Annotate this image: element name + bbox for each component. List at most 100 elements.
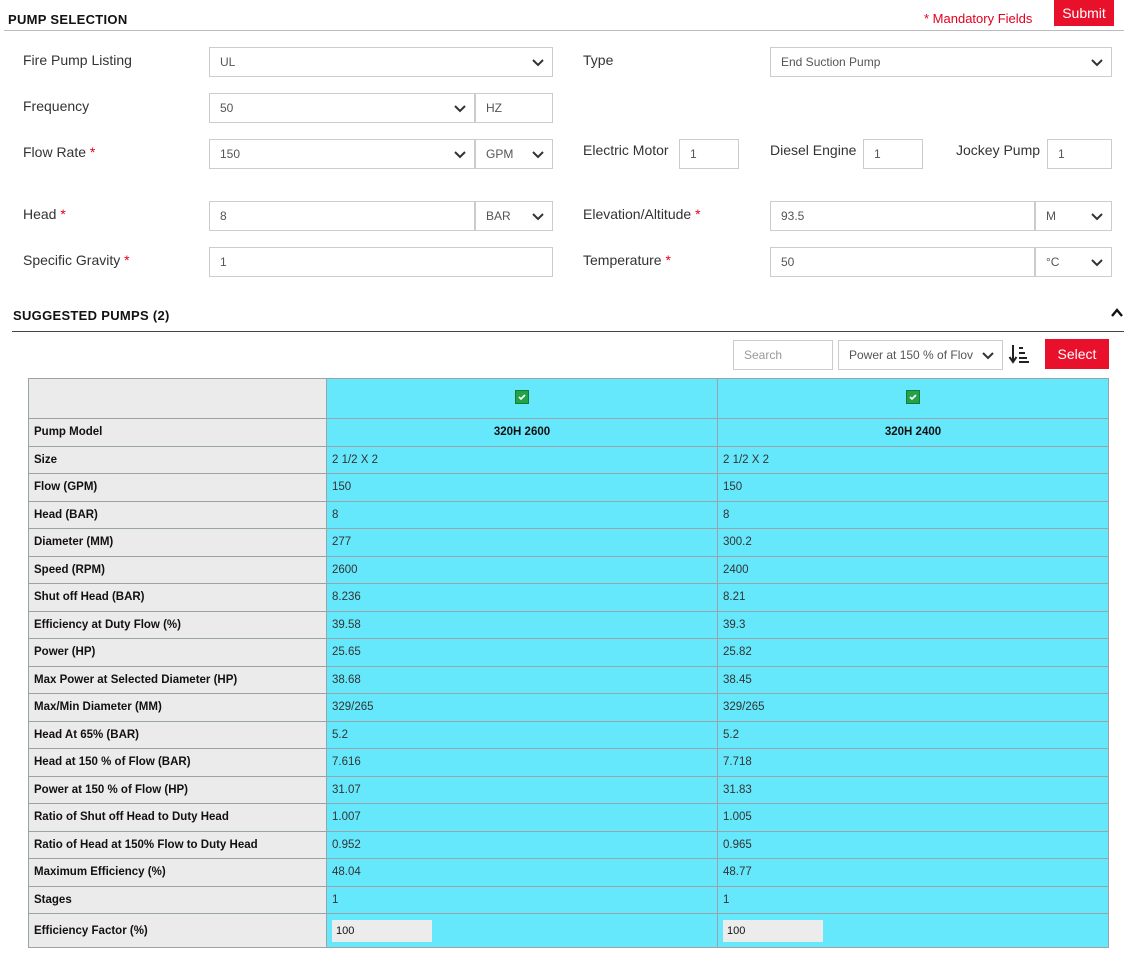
elevation-input[interactable]: 93.5	[770, 201, 1035, 231]
pump-1-value-cell: 1	[326, 885, 718, 914]
fire-pump-listing-select[interactable]: UL	[209, 47, 553, 77]
head-input[interactable]: 8	[209, 201, 475, 231]
pump-2-value-cell: 2 1/2 X 2	[717, 445, 1109, 474]
search-input[interactable]: Search	[733, 340, 833, 370]
chevron-down-icon	[532, 210, 544, 222]
row-label: Maximum Efficiency (%)	[28, 858, 327, 887]
submit-button[interactable]: Submit	[1054, 0, 1114, 26]
header-divider	[4, 30, 1124, 31]
table-row: Ratio of Shut off Head to Duty Head 1.007…	[28, 803, 1109, 832]
pump-2-value-cell: 320H 2400	[717, 418, 1109, 447]
frequency-unit-value: HZ	[486, 101, 502, 115]
jockey-pump-input[interactable]: 1	[1047, 139, 1112, 169]
elevation-unit-select[interactable]: M	[1035, 201, 1112, 231]
diesel-engine-input[interactable]: 1	[863, 139, 923, 169]
temperature-unit-select[interactable]: °C	[1035, 247, 1112, 277]
pump-2-value-cell: 38.45	[717, 665, 1109, 694]
row-label: Head at 150 % of Flow (BAR)	[28, 748, 327, 777]
sort-order-icon[interactable]	[1008, 343, 1030, 365]
table-row: Max/Min Diameter (MM) 329/265 329/265	[28, 693, 1109, 722]
table-row: Maximum Efficiency (%) 48.04 48.77	[28, 858, 1109, 887]
chevron-down-icon	[454, 148, 466, 160]
elevation-label-text: Elevation/Altitude	[583, 206, 692, 222]
pump-2-value-cell: 0.965	[717, 830, 1109, 859]
chevron-down-icon	[982, 349, 994, 361]
required-mark: *	[89, 144, 96, 160]
select-button[interactable]: Select	[1045, 339, 1109, 369]
required-mark: *	[695, 206, 701, 222]
pump-1-checkbox[interactable]	[515, 390, 529, 404]
pump-1-value-cell: 8.236	[326, 583, 718, 612]
head-value: 8	[220, 209, 227, 223]
temperature-label-text: Temperature	[583, 252, 662, 268]
pump-2-value-cell: 39.3	[717, 610, 1109, 639]
sort-value: Power at 150 % of Flov	[849, 348, 974, 362]
specific-gravity-label-text: Specific Gravity	[23, 252, 121, 268]
pump-1-value-cell: 329/265	[326, 693, 718, 722]
temperature-value: 50	[781, 255, 795, 269]
pump-comparison-table: Pump Model 320H 2600 320H 2400 Size 2 1/2 X …	[28, 378, 1109, 948]
sort-select[interactable]: Power at 150 % of Flov	[838, 340, 1003, 370]
diesel-engine-label: Diesel Engine	[770, 142, 857, 158]
head-label: Head *	[23, 206, 66, 222]
pump-2-value-cell: 5.2	[717, 720, 1109, 749]
pump-1-value-cell: 320H 2600	[326, 418, 718, 447]
pump-2-value-cell: 48.77	[717, 858, 1109, 887]
table-row: Stages 1 1	[28, 885, 1109, 914]
jockey-pump-value: 1	[1058, 147, 1065, 161]
frequency-select[interactable]: 50	[209, 93, 475, 123]
table-row: Power at 150 % of Flow (HP) 31.07 31.83	[28, 775, 1109, 804]
table-row: Ratio of Head at 150% Flow to Duty Head 0…	[28, 830, 1109, 859]
efficiency-factor-input[interactable]: 100	[723, 919, 823, 942]
chevron-down-icon	[1091, 210, 1103, 222]
pump-1-value-cell: 38.68	[326, 665, 718, 694]
pump-2-checkbox[interactable]	[906, 390, 920, 404]
pump-2-value-cell: 7.718	[717, 748, 1109, 777]
row-label: Stages	[28, 885, 327, 914]
pump-1-value-cell: 31.07	[326, 775, 718, 804]
elevation-label: Elevation/Altitude *	[583, 206, 701, 222]
chevron-down-icon	[1091, 256, 1103, 268]
pump-1-value-cell: 25.65	[326, 638, 718, 667]
row-label: Ratio of Shut off Head to Duty Head	[28, 803, 327, 832]
pump-2-value-cell: 25.82	[717, 638, 1109, 667]
pump-2-value-cell: 150	[717, 473, 1109, 502]
pump-2-value-cell: 2400	[717, 555, 1109, 584]
pump-1-value-cell: 150	[326, 473, 718, 502]
row-label: Efficiency Factor (%)	[28, 913, 327, 948]
row-label: Power (HP)	[28, 638, 327, 667]
pump-1-value-cell: 2600	[326, 555, 718, 584]
pump-1-value-cell: 2 1/2 X 2	[326, 445, 718, 474]
electric-motor-value: 1	[690, 147, 697, 161]
row-label: Head At 65% (BAR)	[28, 720, 327, 749]
specific-gravity-input[interactable]: 1	[209, 247, 553, 277]
temperature-input[interactable]: 50	[770, 247, 1035, 277]
pump-2-value-cell: 329/265	[717, 693, 1109, 722]
electric-motor-input[interactable]: 1	[679, 139, 739, 169]
flow-rate-select[interactable]: 150	[209, 139, 475, 169]
pump-2-value-cell: 8.21	[717, 583, 1109, 612]
table-row: Head At 65% (BAR) 5.2 5.2	[28, 720, 1109, 749]
pump-1-value-cell: 277	[326, 528, 718, 557]
chevron-down-icon	[532, 148, 544, 160]
table-row: Flow (GPM) 150 150	[28, 473, 1109, 502]
type-select[interactable]: End Suction Pump	[770, 47, 1112, 77]
chevron-down-icon	[454, 102, 466, 114]
pump-1-value-cell: 1.007	[326, 803, 718, 832]
table-row: Max Power at Selected Diameter (HP) 38.68…	[28, 665, 1109, 694]
efficiency-factor-row: Efficiency Factor (%) 100 100	[28, 913, 1109, 948]
row-label: Speed (RPM)	[28, 555, 327, 584]
head-unit-value: BAR	[486, 209, 511, 223]
collapse-chevron-up-icon[interactable]	[1110, 306, 1124, 320]
head-unit-select[interactable]: BAR	[475, 201, 553, 231]
flow-rate-label-text: Flow Rate	[23, 144, 87, 160]
table-row: Head (BAR) 8 8	[28, 500, 1109, 529]
row-label: Shut off Head (BAR)	[28, 583, 327, 612]
flow-rate-unit-select[interactable]: GPM	[475, 139, 553, 169]
pump-2-value-cell: 300.2	[717, 528, 1109, 557]
efficiency-factor-input[interactable]: 100	[332, 919, 432, 942]
row-label: Efficiency at Duty Flow (%)	[28, 610, 327, 639]
required-mark: *	[60, 206, 66, 222]
elevation-value: 93.5	[781, 209, 805, 223]
